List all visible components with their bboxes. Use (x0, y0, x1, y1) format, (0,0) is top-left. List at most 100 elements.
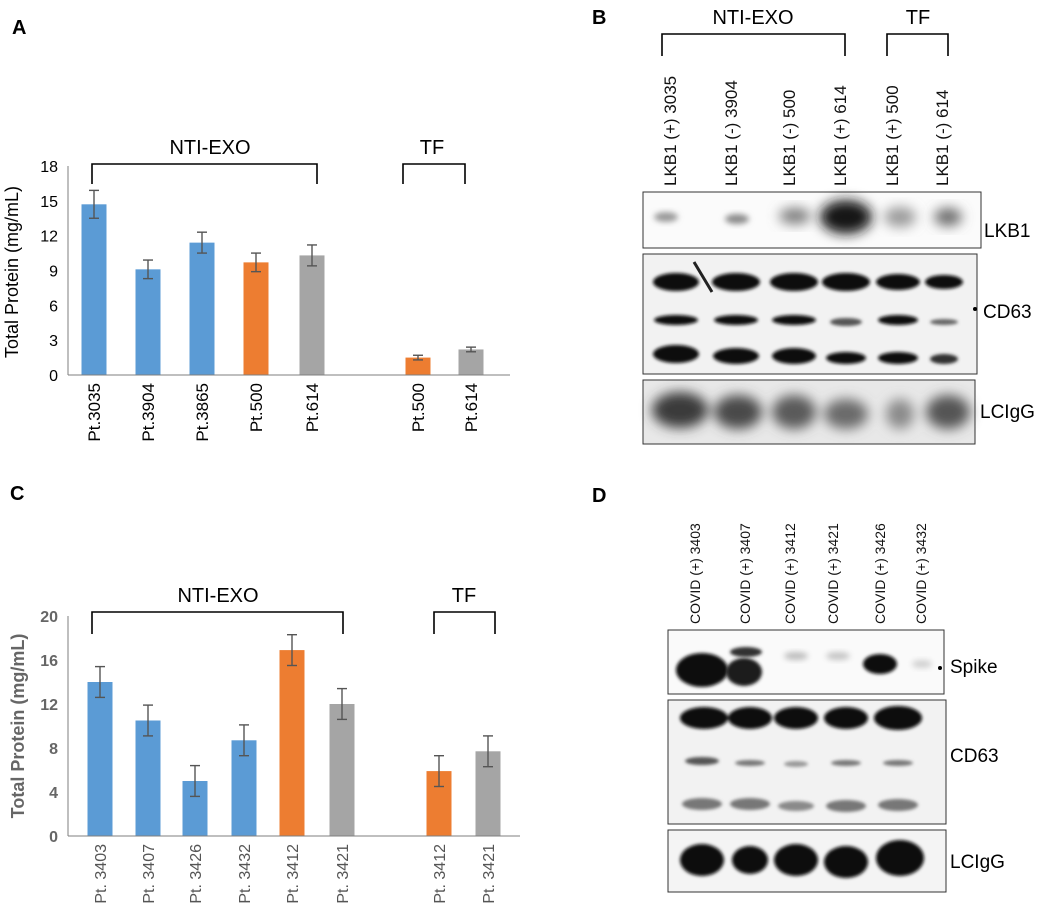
blot-b-group-tf: TF (906, 7, 930, 29)
chart-a-bracket-tf (402, 163, 466, 184)
blot-b-lane-labels: LKB1 (+) 3035 LKB1 (-) 3904 LKB1 (-) 500 LK… (661, 76, 952, 186)
chartA-ytick-label: 12 (40, 229, 58, 246)
chartA-ytick-label: 18 (40, 159, 58, 176)
chart-a-group-ntiexo: NTI-EXO (169, 137, 250, 159)
chartC-error-bar (287, 634, 297, 667)
chartC-category-label: Pt. 3403 (93, 844, 110, 904)
chartA-error-bar (307, 244, 317, 267)
blot-b-bracket-ntiexo (661, 33, 846, 56)
chartC-category-label: Pt. 3421 (335, 844, 352, 904)
blot-b-bands-cd63 (653, 261, 977, 364)
chartA-category-label: Pt.614 (462, 383, 481, 432)
blot-b-bands-lkb1 (654, 200, 962, 234)
chartA-error-bar (466, 346, 476, 353)
blot-d-lane-label: COVID (+) 3407 (737, 523, 753, 624)
chartA-bar (189, 242, 215, 375)
chart-c-group-ntiexo: NTI-EXO (177, 585, 258, 607)
chart-a-bracket-ntiexo (91, 163, 318, 184)
panel-letter-a: A (12, 17, 26, 39)
chartA-error-bar (413, 354, 423, 361)
chart-c-bars (87, 650, 501, 836)
chartC-error-bar (434, 755, 444, 788)
chart-c: Total Protein (mg/mL) 0 4 8 12 16 20 Pt. 3403… (8, 585, 520, 904)
blot-d-row-label-cd63: CD63 (950, 746, 999, 767)
chartC-error-bar (190, 764, 200, 798)
chartC-ytick-label: 20 (40, 609, 58, 626)
chart-a-ylabel: Total Protein (mg/mL) (2, 186, 22, 358)
blot-d-lane-label: COVID (+) 3432 (913, 523, 929, 624)
blot-b-bands-lcigg (652, 392, 970, 429)
chartA-bar (135, 269, 161, 375)
blot-b-row-label-cd63: CD63 (983, 302, 1032, 323)
blot-d-lane-labels: COVID (+) 3403 COVID (+) 3407 COVID (+) 34… (687, 523, 929, 624)
chart-c-bracket-ntiexo (91, 611, 344, 634)
chart-a: Total Protein (mg/mL) 0 3 6 9 12 15 18 Pt.3035… (2, 137, 510, 442)
blot-d-row-label-lcigg: LCIgG (950, 852, 1005, 873)
blot-d-lane-label: COVID (+) 3426 (872, 523, 888, 624)
blot-b-lane-label: LKB1 (+) 3035 (661, 76, 680, 186)
blot-b-lane-label: LKB1 (+) 614 (831, 85, 850, 186)
blot-b-bracket-tf (886, 33, 949, 56)
chartC-error-bar (239, 724, 249, 757)
chartC-ytick-label: 16 (40, 653, 58, 670)
blot-b-lane-label: LKB1 (-) 614 (933, 90, 952, 186)
blot-d-row-label-spike: Spike (950, 657, 998, 678)
chart-c-bracket-tf (433, 611, 496, 634)
blot-b-row-label-lkb1: LKB1 (984, 221, 1030, 242)
blot-b-strip-lkb1 (642, 191, 982, 249)
chartA-error-bar (197, 231, 207, 254)
blot-d-bands-cd63 (680, 706, 922, 812)
chartA-error-bar (89, 189, 99, 219)
chart-a-x-ticks: Pt.3035 Pt.3904 Pt.3865 Pt.500 Pt.614 Pt.500 P… (85, 383, 481, 442)
chartC-bar (87, 682, 113, 836)
chartA-category-label: Pt.3035 (85, 383, 104, 442)
chartC-category-label: Pt. 3426 (188, 844, 205, 904)
chart-c-ylabel: Total Protein (mg/mL) (8, 634, 28, 819)
blot-b-row-label-lcigg: LCIgG (980, 402, 1035, 423)
chartA-bar (458, 349, 484, 375)
blot-d-lane-label: COVID (+) 3412 (782, 523, 798, 624)
chartA-category-label: Pt.3865 (193, 383, 212, 442)
chartA-bar (299, 255, 325, 375)
chartA-ytick-label: 3 (49, 333, 58, 350)
chartA-category-label: Pt.614 (303, 383, 322, 432)
blot-d-lane-label: COVID (+) 3403 (687, 523, 703, 624)
blot-b-lane-label: LKB1 (-) 500 (780, 90, 799, 186)
chart-a-group-tf: TF (420, 137, 444, 159)
chartA-ytick-label: 9 (49, 264, 58, 281)
blot-d-lane-label: COVID (+) 3421 (825, 523, 841, 624)
chart-a-y-ticks: 0 3 6 9 12 15 18 (40, 159, 58, 385)
chartC-error-bar (143, 704, 153, 737)
chart-a-error-bars (89, 189, 476, 361)
chartC-category-label: Pt. 3412 (285, 844, 302, 904)
chartC-ytick-label: 8 (49, 741, 58, 758)
chartC-category-label: Pt. 3407 (141, 844, 158, 904)
panel-letter-d: D (592, 485, 606, 507)
chartA-category-label: Pt.500 (247, 383, 266, 432)
chartC-category-label: Pt. 3421 (481, 844, 498, 904)
chartC-bar (135, 720, 161, 836)
blot-b: NTI-EXO TF LKB1 (+) 3035 LKB1 (-) 3904 LKB… (642, 7, 1035, 445)
blot-d-bands-spike (676, 647, 942, 687)
chart-c-x-ticks: Pt. 3403 Pt. 3407 Pt. 3426 Pt. 3432 Pt. 3412… (93, 844, 498, 904)
chart-c-group-tf: TF (452, 585, 476, 607)
chartC-bar (279, 650, 305, 836)
blot-b-group-ntiexo: NTI-EXO (712, 7, 793, 29)
panel-letter-b: B (592, 7, 606, 29)
chartA-ytick-label: 6 (49, 298, 58, 315)
blot-d-bands-lcigg (680, 840, 924, 878)
chart-a-bars (81, 204, 484, 375)
chartA-category-label: Pt.500 (409, 383, 428, 432)
chartA-error-bar (143, 259, 153, 280)
chartC-ytick-label: 12 (40, 697, 58, 714)
chartA-bar (81, 204, 107, 375)
blot-b-lane-label: LKB1 (+) 500 (883, 85, 902, 186)
chartA-bar (405, 357, 431, 375)
chartA-category-label: Pt.3904 (139, 383, 158, 442)
chartC-ytick-label: 4 (49, 785, 58, 802)
panel-letter-c: C (10, 483, 24, 505)
chartA-ytick-label: 15 (40, 194, 58, 211)
chart-c-y-ticks: 0 4 8 12 16 20 (40, 609, 58, 846)
chartC-ytick-label: 0 (49, 829, 58, 846)
